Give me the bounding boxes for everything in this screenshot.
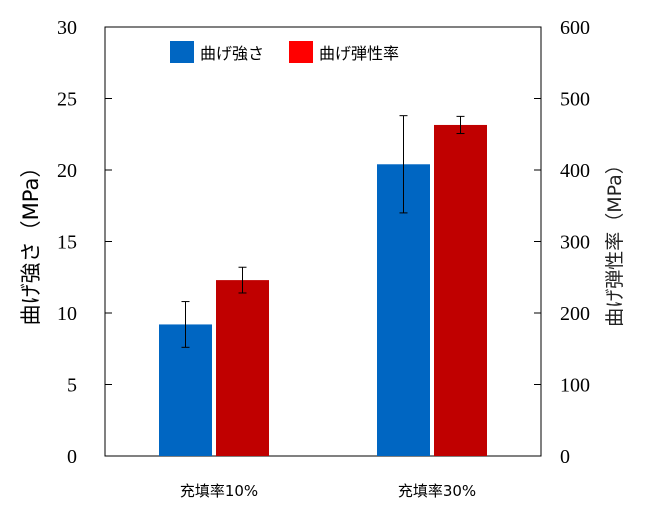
left-y-axis: 0 5 10 15 20 25 30 bbox=[57, 17, 112, 468]
bars-layer bbox=[159, 124, 487, 456]
right-axis-tick-label: 400 bbox=[560, 160, 590, 182]
bar-flexural-modulus bbox=[434, 124, 487, 456]
legend-swatch-flexural-modulus bbox=[289, 41, 313, 63]
right-axis-tick-label: 200 bbox=[560, 303, 590, 325]
right-axis-tick-label: 600 bbox=[560, 17, 590, 39]
left-axis-tick-label: 30 bbox=[57, 17, 77, 39]
category-label: 充填率10% bbox=[180, 482, 258, 500]
x-axis-categories: 充填率10% 充填率30% bbox=[180, 482, 476, 500]
left-y-axis-label: 曲げ強さ（MPa） bbox=[19, 157, 43, 326]
legend-label-flexural-modulus: 曲げ弾性率 bbox=[319, 44, 399, 63]
left-axis-tick-label: 5 bbox=[67, 375, 77, 397]
left-axis-tick-label: 25 bbox=[57, 89, 77, 111]
right-axis-tick-label: 0 bbox=[560, 446, 570, 468]
right-y-axis-label: 曲げ弾性率（MPa） bbox=[604, 155, 626, 327]
right-axis-tick-label: 500 bbox=[560, 89, 590, 111]
bar-flexural-modulus bbox=[216, 280, 269, 456]
right-y-axis: 0 100 200 300 400 500 600 bbox=[534, 17, 590, 468]
category-label: 充填率30% bbox=[398, 482, 476, 500]
left-axis-tick-label: 15 bbox=[57, 232, 77, 254]
right-axis-tick-label: 100 bbox=[560, 375, 590, 397]
right-axis-tick-label: 300 bbox=[560, 232, 590, 254]
left-axis-tick-label: 10 bbox=[57, 303, 77, 325]
left-axis-tick-label: 20 bbox=[57, 160, 77, 182]
left-axis-tick-label: 0 bbox=[67, 446, 77, 468]
legend-label-flexural-strength: 曲げ強さ bbox=[200, 44, 264, 63]
legend-swatch-flexural-strength bbox=[170, 41, 194, 63]
legend: 曲げ強さ 曲げ弾性率 bbox=[170, 41, 399, 63]
error-bars-layer bbox=[181, 115, 465, 348]
